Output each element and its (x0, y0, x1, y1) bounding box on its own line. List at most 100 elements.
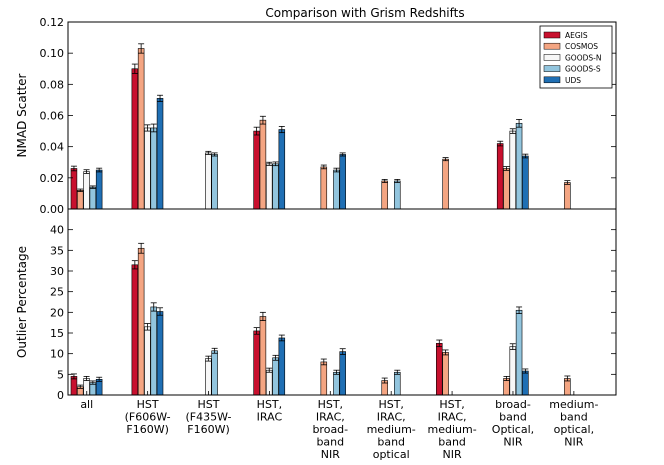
errorbar-aegis-p2-c4 (253, 327, 260, 335)
bar-uds-p1-c8 (522, 155, 529, 210)
bar-cosmos-p1-c4 (259, 119, 267, 210)
xtick-label-9: medium-band optical, NIR (549, 398, 598, 449)
bar-goods-s-p2-c5 (333, 371, 340, 396)
ytick-label-p2: 15 (50, 327, 64, 340)
ytick-label-p1: 0.08 (40, 78, 65, 91)
ytick-label-p1: 0.06 (40, 110, 65, 123)
errorbar-uds-p1-c5 (339, 152, 346, 157)
bar-goods-n-p2-c8 (509, 346, 517, 396)
ytick-label-p2: 10 (50, 348, 64, 361)
legend-label-aegis: AEGIS (565, 31, 588, 40)
ytick-label-p1: 0.12 (40, 16, 65, 29)
bar-uds-p2-c2 (156, 311, 164, 396)
errorbar-cosmos-p2-c2 (138, 242, 145, 254)
bar-uds-p2-c5 (339, 351, 346, 396)
errorbar-goods-n-p1-c4 (266, 161, 273, 166)
errorbar-aegis-p1-c4 (253, 126, 260, 136)
legend-swatch-goods-n (543, 54, 561, 61)
bar-aegis-p1-c4 (253, 130, 260, 210)
bar-cosmos-p1-c8 (503, 168, 510, 210)
bar-aegis-p1-c8 (496, 143, 504, 210)
errorbar-cosmos-p2-c5 (320, 358, 327, 366)
xtick-label-4: HST, IRAC (257, 398, 283, 424)
xtick-label-3: HST (F435W-F160W) (186, 398, 232, 436)
bar-aegis-p2-c4 (253, 330, 260, 396)
ytick-label-p1: 0.02 (40, 172, 65, 185)
bar-cosmos-p1-c2 (137, 48, 145, 210)
legend-label-cosmos: COSMOS (565, 42, 598, 51)
bar-cosmos-p1-c9 (564, 182, 571, 210)
errorbar-uds-p2-c8 (522, 368, 529, 374)
bar-aegis-p2-c2 (131, 264, 139, 396)
errorbar-cosmos-p1-c7 (442, 157, 449, 162)
legend-swatch-goods-s (543, 65, 561, 72)
errorbar-aegis-p2-c7 (436, 339, 443, 348)
bar-goods-s-p2-c4 (272, 357, 279, 396)
bar-goods-n-p1-c3 (205, 152, 212, 210)
panel-frame-2 (67, 208, 617, 396)
bar-aegis-p1-c1 (70, 168, 78, 210)
bar-cosmos-p2-c8 (503, 378, 510, 396)
bar-goods-n-p2-c3 (205, 358, 212, 396)
errorbar-cosmos-p1-c6 (381, 178, 388, 183)
errorbar-goods-n-p1-c3 (205, 150, 212, 155)
errorbar-cosmos-p1-c8 (503, 166, 510, 171)
bar-uds-p1-c5 (339, 154, 346, 210)
errorbar-cosmos-p2-c8 (503, 375, 510, 381)
ytick-label-p2: 25 (50, 286, 64, 299)
ytick-label-p1: 0.10 (40, 47, 65, 60)
bar-cosmos-p1-c1 (77, 190, 84, 210)
bar-goods-n-p2-c2 (144, 326, 151, 396)
errorbar-uds-p1-c4 (278, 126, 285, 134)
bar-aegis-p1-c2 (131, 68, 139, 210)
xtick-label-8: broad-band Optical, NIR (492, 398, 534, 449)
bar-cosmos-p2-c4 (259, 316, 267, 396)
errorbar-goods-s-p2-c4 (272, 354, 279, 361)
bar-goods-s-p1-c2 (150, 127, 157, 210)
errorbar-goods-n-p1-c1 (83, 169, 90, 174)
errorbar-goods-s-p2-c6 (394, 369, 401, 375)
errorbar-cosmos-p1-c4 (259, 115, 266, 125)
xtick-label-5: HST, IRAC, broad-band NIR (312, 398, 348, 461)
errorbar-uds-p1-c2 (157, 94, 164, 102)
xtick-label-7: HST, IRAC, medium-band NIR (427, 398, 476, 461)
ylabel-panel-2: Outlier Percentage (15, 246, 29, 358)
errorbar-uds-p1-c1 (96, 167, 103, 173)
bar-goods-s-p1-c4 (272, 163, 279, 210)
ytick-label-p2: 35 (50, 244, 64, 257)
bar-goods-n-p1-c8 (509, 130, 517, 210)
errorbar-goods-s-p1-c2 (150, 123, 157, 133)
ytick-label-p2: 5 (57, 368, 64, 381)
xtick-label-6: HST, IRAC, medium-band optical (367, 398, 416, 461)
errorbar-goods-s-p1-c8 (516, 118, 523, 128)
errorbar-goods-s-p1-c1 (89, 185, 96, 189)
errorbar-aegis-p2-c1 (70, 373, 77, 380)
bar-cosmos-p2-c2 (137, 247, 145, 396)
errorbar-goods-n-p2-c4 (266, 367, 273, 373)
legend-swatch-uds (543, 76, 561, 84)
bar-goods-s-p1-c5 (333, 169, 340, 210)
ytick-label-p2: 40 (50, 224, 64, 237)
bar-uds-p1-c4 (278, 129, 286, 210)
errorbar-goods-n-p2-c3 (205, 355, 212, 362)
bar-goods-s-p1-c1 (89, 186, 97, 210)
bar-goods-s-p2-c2 (150, 306, 157, 396)
errorbar-cosmos-p1-c5 (320, 164, 327, 170)
ytick-label-p1: 0.04 (40, 141, 65, 154)
errorbar-uds-p2-c4 (278, 334, 285, 342)
bar-goods-n-p1-c2 (144, 127, 151, 210)
errorbar-goods-s-p2-c1 (89, 380, 96, 385)
errorbar-goods-s-p2-c3 (211, 347, 218, 354)
xtick-label-2: HST (F606W-F160W) (125, 398, 171, 436)
errorbar-goods-n-p2-c1 (83, 375, 90, 381)
errorbar-goods-n-p1-c8 (509, 128, 516, 134)
bar-goods-s-p2-c3 (211, 350, 218, 396)
errorbar-cosmos-p2-c7 (442, 349, 449, 356)
errorbar-cosmos-p2-c4 (259, 311, 266, 322)
errorbar-goods-s-p2-c2 (150, 302, 157, 312)
ytick-label-p2: 0 (57, 389, 64, 402)
errorbar-cosmos-p2-c6 (381, 377, 388, 384)
legend-label-goods-s: GOODS-S (565, 65, 601, 74)
errorbar-aegis-p1-c2 (131, 63, 138, 74)
